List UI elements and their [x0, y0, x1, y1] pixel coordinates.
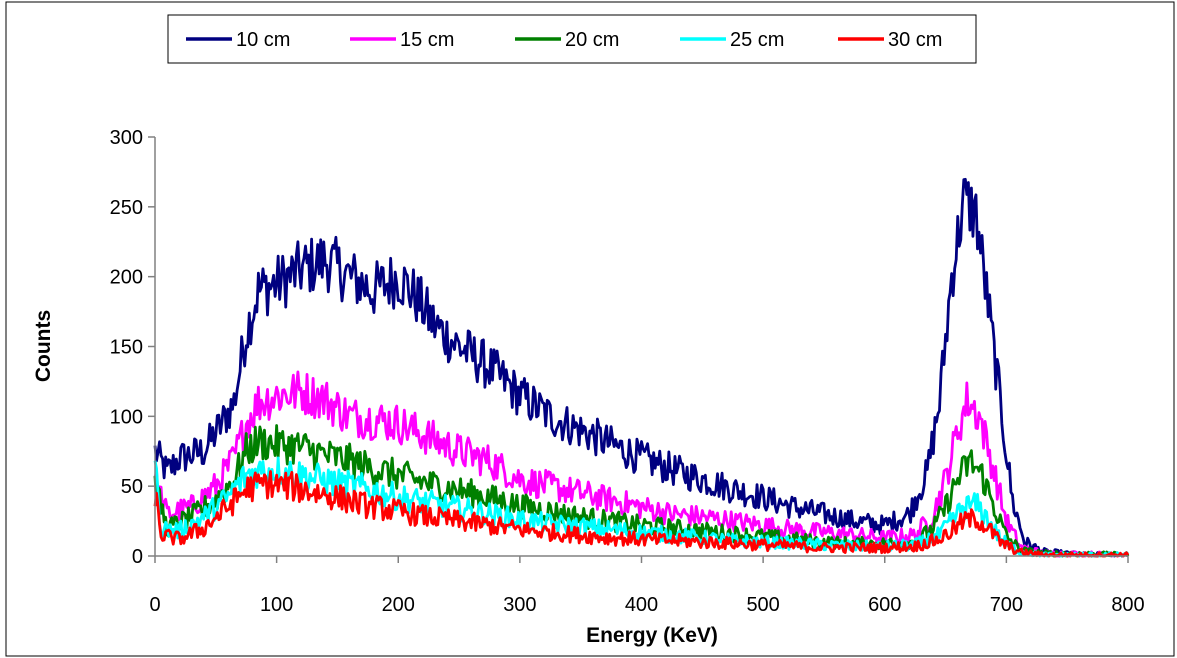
legend-entries: 10 cm 15 cm 20 cm 25 cm 30 cm: [186, 29, 942, 51]
x-tick-label: 600: [868, 594, 901, 616]
legend-label-5: 30 cm: [888, 29, 942, 51]
x-tick-label: 800: [1111, 594, 1144, 616]
y-tick-label: 100: [110, 406, 143, 428]
series-line-5: [153, 470, 1130, 558]
y-tick-label: 0: [132, 546, 143, 568]
plot-area: 0 50 100 150 200 250 300 0 100 200 300 400 500 600 70…: [110, 127, 1145, 616]
x-tick-label: 200: [382, 594, 415, 616]
x-tick-label: 500: [746, 594, 779, 616]
y-tick-label: 200: [110, 267, 143, 289]
chart-border: [5, 1, 1175, 657]
legend-label-3: 20 cm: [565, 29, 619, 51]
legend-label-2: 15 cm: [400, 29, 454, 51]
legend-label-4: 25 cm: [730, 29, 784, 51]
series-line-1: [153, 177, 1129, 558]
y-tick-label: 300: [110, 127, 143, 149]
y-tick-label: 250: [110, 197, 143, 219]
legend-label-1: 10 cm: [236, 29, 290, 51]
x-tick-label: 700: [990, 594, 1023, 616]
series-line-2: [153, 370, 1130, 558]
x-tick-label: 300: [503, 594, 536, 616]
y-axis-title: Counts: [32, 310, 55, 382]
y-tick-label: 150: [110, 337, 143, 359]
x-ticks: 0 100 200 300 400 500 600 700 800: [149, 556, 1145, 616]
y-ticks: 0 50 100 150 200 250 300: [110, 127, 155, 568]
x-tick-label: 0: [149, 594, 160, 616]
x-axis-title: Energy (KeV): [586, 624, 718, 647]
legend: 10 cm 15 cm 20 cm 25 cm 30 cm: [167, 14, 977, 64]
series-lines: [153, 177, 1130, 558]
x-tick-label: 100: [260, 594, 293, 616]
x-tick-label: 400: [625, 594, 658, 616]
y-tick-label: 50: [121, 476, 143, 498]
